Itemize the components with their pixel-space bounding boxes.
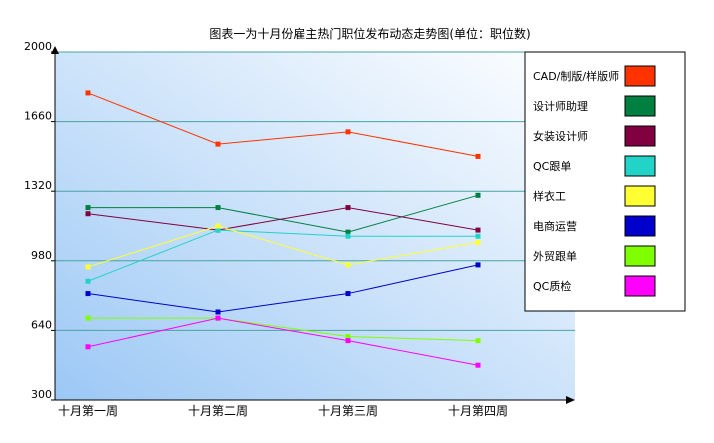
legend-label: QC跟单: [533, 160, 571, 173]
data-point: [215, 315, 221, 321]
legend-swatch: [624, 185, 656, 207]
data-point: [85, 278, 91, 284]
legend-label: 电商运营: [533, 219, 577, 233]
data-point: [215, 223, 221, 229]
x-category-label: 十月第一周: [58, 404, 118, 418]
y-tick-label: 2000: [24, 40, 52, 53]
data-point: [475, 227, 481, 233]
data-point: [345, 262, 351, 268]
y-tick-label: 640: [31, 318, 52, 331]
series-line: [88, 194, 479, 233]
series-7: [85, 315, 481, 368]
chart-title: 图表一为十月份雇主热门职位发布动态走势图(单位：职位数): [209, 26, 530, 41]
data-point: [475, 362, 481, 368]
data-point: [215, 205, 221, 211]
data-point: [85, 264, 91, 270]
x-axis-categories: 十月第一周 十月第二周 十月第三周 十月第四周: [58, 404, 508, 418]
y-tick-label: 300: [31, 388, 52, 401]
data-point: [215, 309, 221, 315]
series-1: [85, 192, 481, 235]
axes: [51, 46, 575, 404]
data-point: [85, 211, 91, 217]
gridlines: [55, 51, 575, 331]
data-point: [85, 90, 91, 96]
legend-swatch: [624, 95, 656, 117]
legend-label: 女装设计师: [533, 129, 588, 143]
series-line: [87, 229, 478, 282]
legend-swatch: [624, 65, 656, 87]
y-axis-arrow: [51, 46, 59, 54]
series-lines: [85, 90, 481, 368]
y-tick-label: 1660: [24, 110, 52, 123]
legend-label: 外贸跟单: [533, 250, 577, 263]
data-point: [215, 227, 221, 233]
data-point: [85, 344, 91, 350]
y-axis-ticks: 300 640 980 1320 1660 2000: [24, 40, 55, 401]
data-point: [85, 315, 91, 321]
legend-swatch: [624, 155, 656, 177]
series-4: [85, 223, 481, 270]
data-point: [475, 262, 481, 268]
series-line: [87, 264, 479, 313]
x-category-label: 十月第二周: [188, 404, 248, 418]
legend-swatch: [624, 125, 656, 147]
data-point: [345, 229, 351, 235]
y-tick-label: 980: [31, 249, 52, 262]
legend-swatch: [624, 215, 656, 237]
legend-label: QC质检: [533, 279, 571, 293]
data-point: [345, 334, 351, 340]
x-category-label: 十月第三周: [318, 404, 378, 418]
series-line: [87, 92, 479, 157]
data-point: [85, 205, 91, 211]
series-line: [87, 225, 479, 268]
series-line: [87, 317, 479, 366]
data-point: [345, 291, 351, 297]
data-point: [345, 129, 351, 135]
series-3: [85, 227, 481, 284]
y-tick-label: 1320: [24, 179, 52, 192]
x-category-label: 十月第四周: [448, 404, 508, 418]
data-point: [345, 338, 351, 344]
series-5: [85, 262, 481, 315]
legend-label: 样衣工: [533, 189, 566, 203]
series-line: [87, 207, 479, 231]
series-0: [85, 90, 481, 159]
data-point: [345, 205, 351, 211]
legend-box: [524, 51, 686, 312]
data-point: [475, 233, 481, 239]
x-axis-arrow: [566, 396, 575, 404]
legend-label: CAD/制版/样版师: [533, 69, 619, 83]
data-point: [85, 291, 91, 297]
data-point: [475, 153, 481, 159]
data-point: [475, 239, 481, 245]
data-point: [475, 338, 481, 344]
legend-label: 设计师助理: [533, 99, 588, 113]
data-point: [215, 141, 221, 147]
data-point: [475, 192, 481, 198]
data-point: [345, 233, 351, 239]
legend-swatch: [624, 275, 656, 297]
series-line: [88, 317, 479, 342]
legend-swatch: [624, 245, 656, 267]
